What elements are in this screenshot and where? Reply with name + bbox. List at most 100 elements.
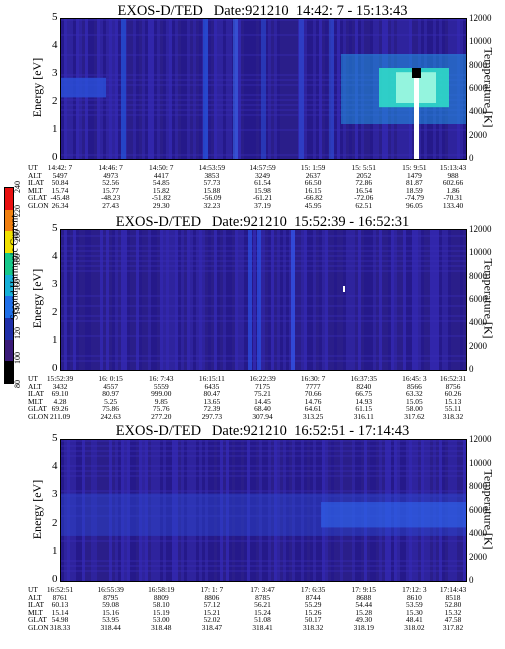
- spectrogram-column: [304, 19, 307, 159]
- ephemeris-row-label: MLT: [28, 607, 43, 617]
- ephemeris-row-label: ILAT: [28, 389, 45, 399]
- spectrogram-column: [136, 440, 139, 581]
- spectrogram-column: [160, 230, 163, 370]
- spectrogram-column: [100, 230, 103, 370]
- ephemeris-value: 8240: [356, 381, 372, 391]
- y-right-tick-label: 10000: [469, 36, 492, 47]
- colorbar: [4, 187, 14, 384]
- ephemeris-value: 15.32: [444, 607, 462, 617]
- y-tick-label: 1: [52, 334, 58, 346]
- spectrogram-column: [208, 230, 211, 370]
- spectrogram-column: [265, 19, 268, 159]
- spectrogram-column: [289, 19, 292, 159]
- ephemeris-value: 62.51: [355, 200, 373, 210]
- ephemeris-row: GLAT 69.26 75.86 75.76 72.39 68.40 64.61 61.15 5…: [0, 405, 505, 413]
- ephemeris-value: 14.45: [254, 396, 271, 406]
- spectrogram-column: [199, 440, 202, 581]
- ephemeris-value: 16: 0:15: [98, 374, 123, 383]
- spectrogram-column: [298, 440, 301, 581]
- ephemeris-row: GLAT -45.48 -48.23 -51.82 -56.09 -61.21 -66.82…: [0, 194, 505, 202]
- spectrogram-spike: [412, 68, 421, 78]
- spectrogram-column: [157, 440, 160, 581]
- ephemeris-value: 3432: [52, 381, 68, 391]
- spectrogram-column: [310, 230, 313, 370]
- spectrogram-column: [85, 440, 88, 581]
- spectrogram-column: [154, 19, 157, 159]
- spectrogram-column: [190, 440, 193, 581]
- y-right-tick-label: 4000: [469, 317, 487, 328]
- ephemeris-value: 15:52:39: [46, 374, 74, 383]
- spectrogram-streak: [261, 19, 266, 159]
- ephemeris-row: GLON 211.09 242.63 277.20 297.73 307.94 313.25…: [0, 413, 505, 421]
- spectrogram-column: [70, 440, 73, 581]
- spectrogram-column: [418, 230, 421, 370]
- spectrogram-column: [145, 230, 148, 370]
- spectrogram-column: [313, 440, 316, 581]
- ephemeris-value: 26.34: [51, 200, 69, 210]
- ephemeris-row: ALT 5497 4973 4417 3853 3249 2637 2052 1479 988: [0, 171, 505, 180]
- ephemeris-value: 8806: [204, 592, 220, 602]
- ephemeris-value: 17:12: 3: [402, 585, 427, 594]
- spectrogram-column: [196, 440, 199, 581]
- spectrogram-column: [91, 230, 94, 370]
- y-tick-label: 4: [52, 460, 58, 473]
- ephemeris-value: 60.26: [444, 389, 462, 399]
- spectrogram-column: [124, 230, 127, 370]
- spectrogram-column: [151, 230, 154, 370]
- ephemeris-value: 80.97: [102, 389, 119, 399]
- spectrogram-column: [163, 440, 166, 581]
- spectrogram-column: [241, 19, 244, 159]
- spectrogram-column: [148, 440, 151, 581]
- spectrogram-column: [142, 230, 145, 370]
- panel-title: EXOS-D/TED Date:921210 16:52:51 - 17:14:…: [115, 423, 410, 439]
- spectrogram-column: [217, 230, 220, 370]
- spectrogram-column: [187, 230, 190, 370]
- ephemeris-value: 7777: [305, 381, 321, 391]
- y-right-tick-label: 2000: [469, 551, 487, 562]
- spectrogram-column: [388, 230, 391, 370]
- spectrogram-column: [136, 19, 139, 159]
- ephemeris-value: 16:30: 7: [300, 374, 326, 383]
- spectrogram-column: [286, 230, 289, 370]
- ephemeris-value: 1.86: [446, 185, 460, 195]
- ephemeris-value: 277.20: [151, 411, 172, 421]
- ephemeris-row-label: ILAT: [28, 178, 45, 188]
- spectrogram-column: [376, 230, 379, 370]
- spectrogram-column: [280, 19, 283, 159]
- spectrogram-stripe: [61, 265, 466, 267]
- ephemeris-value: 297.73: [201, 411, 223, 421]
- spectrogram-column: [235, 440, 238, 581]
- ephemeris-value: 8518: [445, 592, 461, 602]
- spectrogram-column: [463, 230, 466, 370]
- spectrogram-column: [256, 440, 259, 581]
- ephemeris-value: 18.59: [406, 185, 423, 195]
- y-tick-label: 0: [52, 573, 58, 585]
- spectrogram-column: [340, 230, 343, 370]
- ephemeris-value: 45.95: [304, 200, 322, 210]
- spectrogram-column: [274, 19, 277, 159]
- spectrogram-column: [244, 440, 247, 581]
- spectrogram-column: [277, 19, 280, 159]
- ephemeris-value: 15.88: [203, 185, 221, 195]
- ephemeris-value: 15.82: [152, 185, 170, 195]
- spectrogram-column: [346, 230, 349, 370]
- spectrogram-column: [151, 440, 154, 581]
- spectrogram-column: [100, 440, 103, 581]
- ephemeris-value: 17: 6:35: [300, 585, 326, 594]
- spectrogram-column: [235, 230, 238, 370]
- spectrogram-column: [169, 440, 172, 581]
- ephemeris-value: 15.30: [406, 607, 423, 617]
- panel-2: EXOS-D/TED Date:921210 15:52:39 - 16:52:…: [0, 212, 505, 426]
- spectrogram-column: [151, 19, 154, 159]
- spectrogram-stripe: [61, 245, 466, 247]
- ephemeris-value: 313.25: [302, 411, 324, 421]
- ephemeris-value: 68.40: [254, 404, 271, 414]
- y-tick-label: 0: [52, 362, 58, 374]
- ephemeris-value: 8795: [103, 592, 119, 602]
- spectrogram-column: [373, 230, 376, 370]
- spectrogram-column: [118, 440, 121, 581]
- ephemeris-value: 53.95: [102, 615, 119, 625]
- spectrogram-column: [181, 440, 184, 581]
- y-tick-label: 4: [52, 39, 58, 51]
- spectrogram-column: [445, 230, 448, 370]
